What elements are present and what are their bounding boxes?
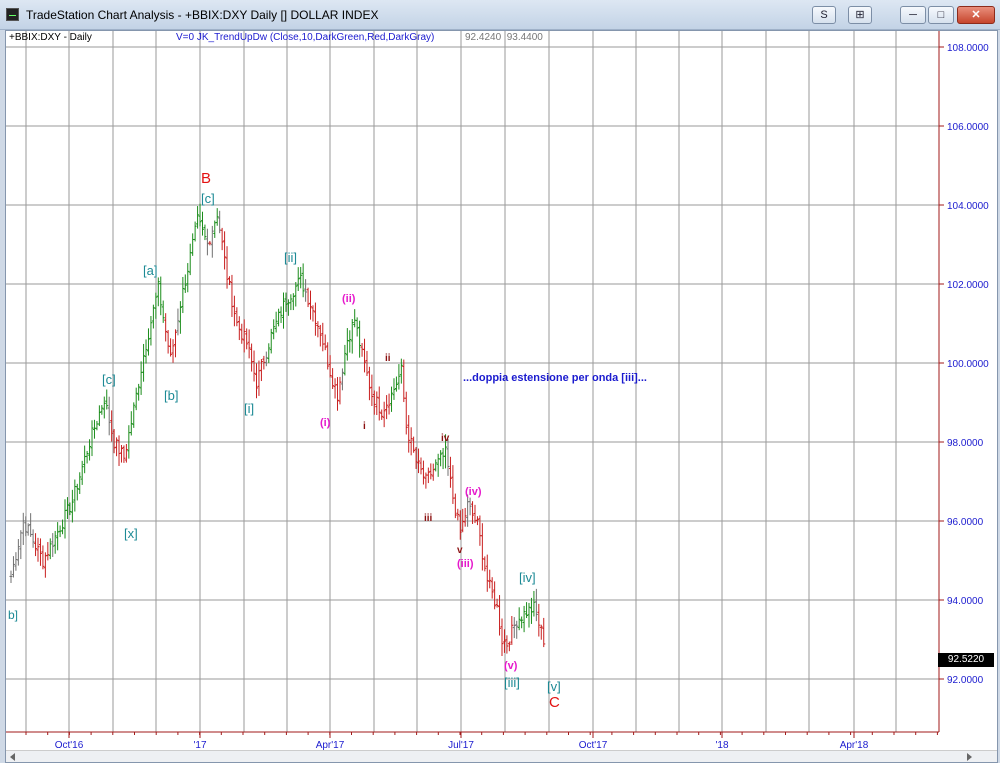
wave-label: [iv] — [519, 570, 536, 585]
wave-label: (ii) — [342, 293, 356, 305]
grid-menu-button[interactable]: ⊞ — [848, 6, 872, 24]
time-axis-label: Apr'18 — [840, 740, 869, 750]
wave-label: [x] — [124, 526, 138, 541]
wave-label: i — [363, 421, 366, 432]
horizontal-scrollbar[interactable] — [6, 750, 997, 762]
wave-label: b] — [8, 608, 18, 622]
wave-label: [c] — [102, 372, 116, 387]
price-axis-label: 102.0000 — [947, 280, 989, 291]
minimize-button[interactable]: ─ — [900, 6, 926, 24]
price-axis-label: 92.0000 — [947, 675, 984, 686]
time-axis-label: Oct'17 — [579, 740, 608, 750]
wave-label: [b] — [164, 388, 178, 403]
price-axis-label: 106.0000 — [947, 122, 989, 133]
tradestation-app-icon — [6, 8, 19, 21]
resize-grip-icon[interactable] — [983, 752, 995, 762]
maximize-button[interactable]: □ — [928, 6, 954, 24]
price-axis-label: 108.0000 — [947, 43, 989, 54]
wave-label: (v) — [504, 660, 518, 672]
wave-label: ii — [385, 353, 391, 364]
wave-label: (iii) — [457, 558, 474, 570]
last-price-marker: 92.5220 — [938, 653, 994, 667]
time-axis-label: '17 — [193, 740, 206, 750]
scroll-right-arrow-icon[interactable] — [963, 751, 977, 762]
indicator-value-1: 92.4240 — [465, 32, 502, 43]
wave-label: C — [549, 694, 560, 711]
time-axis-label: Apr'17 — [316, 740, 345, 750]
time-axis-label: Jul'17 — [448, 740, 474, 750]
wave-label: iv — [441, 433, 450, 444]
wave-label: [v] — [547, 679, 561, 694]
wave-label: iii — [424, 513, 433, 524]
price-axis-label: 100.0000 — [947, 359, 989, 370]
wave-label: [c] — [201, 191, 215, 206]
time-axis-label: Oct'16 — [55, 740, 84, 750]
price-axis-label: 104.0000 — [947, 201, 989, 212]
s-menu-button[interactable]: S — [812, 6, 836, 24]
chart-annotation: ...doppia estensione per onda [iii]... — [463, 372, 647, 384]
wave-label: (iv) — [465, 486, 482, 498]
time-axis-label: '18 — [715, 740, 728, 750]
wave-label: [iii] — [504, 675, 520, 690]
indicator-values: 92.4240 93.4400 — [465, 32, 543, 43]
wave-label: [ii] — [284, 250, 297, 265]
wave-label: [a] — [143, 263, 157, 278]
price-axis-label: 98.0000 — [947, 438, 984, 449]
price-axis-label: 96.0000 — [947, 517, 984, 528]
indicator-label[interactable]: V=0 JK_TrendUpDw (Close,10,DarkGreen,Red… — [176, 32, 435, 43]
price-axis-label: 94.0000 — [947, 596, 984, 607]
close-button[interactable]: ✕ — [957, 6, 995, 24]
price-chart[interactable]: 108.0000 106.0000 104.0000 102.0000 100.0000… — [6, 31, 997, 750]
wave-label: (i) — [320, 417, 331, 429]
wave-label: v — [457, 545, 463, 556]
wave-label: B — [201, 170, 211, 187]
symbol-label: +BBIX:DXY - Daily — [9, 32, 92, 43]
scroll-left-arrow-icon[interactable] — [6, 751, 20, 762]
indicator-value-2: 93.4400 — [506, 32, 543, 43]
title-bar[interactable]: TradeStation Chart Analysis - +BBIX:DXY … — [0, 0, 1000, 30]
window-title: TradeStation Chart Analysis - +BBIX:DXY … — [26, 8, 379, 22]
wave-label: [i] — [244, 401, 254, 416]
chart-window[interactable]: 108.0000 106.0000 104.0000 102.0000 100.0000… — [5, 30, 998, 763]
